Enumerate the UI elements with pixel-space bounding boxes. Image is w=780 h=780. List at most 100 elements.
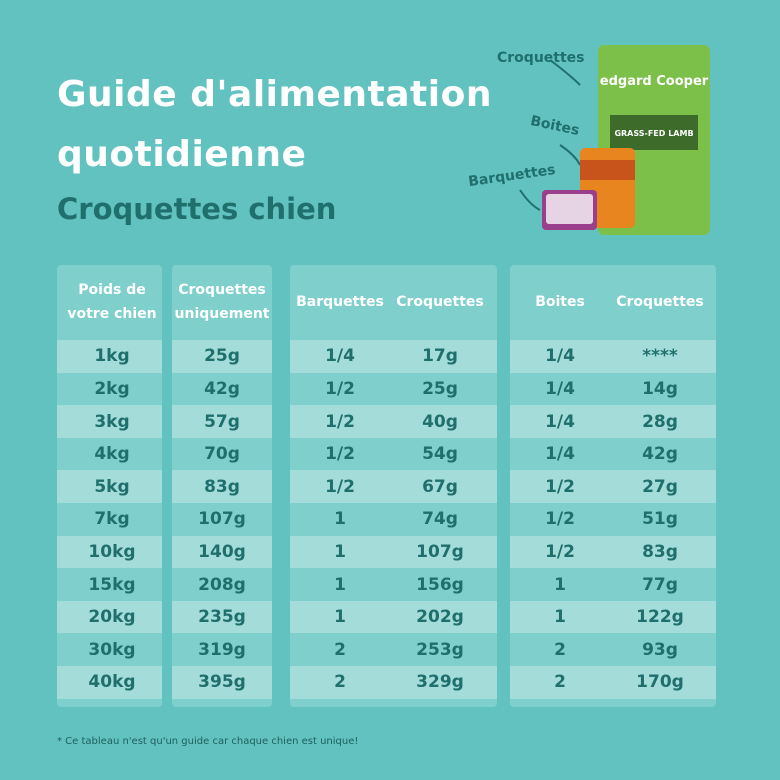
product-label: Croquettes (497, 50, 585, 66)
table-cell: 3kg (94, 411, 130, 432)
row-stripe (172, 600, 272, 634)
table-cell: 2 (334, 672, 346, 693)
arrow (519, 189, 541, 211)
header-line: uniquement (174, 306, 270, 322)
table-cell: 93g (642, 639, 678, 660)
table-cell: 1/4 (545, 444, 575, 465)
table-cell: 83g (642, 541, 678, 562)
table-cell: 20kg (88, 607, 136, 628)
table-cell: 235g (198, 607, 246, 628)
table-cell: 1 (554, 607, 566, 628)
row-stripe (290, 470, 497, 503)
table-cell: **** (642, 346, 678, 367)
table-cell: 10kg (88, 541, 136, 562)
table-cell: 329g (416, 672, 464, 693)
column-header: Croquettes (616, 290, 704, 314)
table-cell: 1/4 (545, 346, 575, 367)
table-cell: 107g (198, 509, 246, 530)
table-cell: 70g (204, 444, 240, 465)
subtitle: Croquettes chien (57, 192, 337, 226)
table-cell: 319g (198, 639, 246, 660)
table-cell: 107g (416, 541, 464, 562)
arrow (549, 59, 581, 86)
table-cell: 1/2 (325, 444, 355, 465)
table-cell: 30kg (88, 639, 136, 660)
table-cell: 51g (642, 509, 678, 530)
footnote: * Ce tableau n'est qu'un guide car chaqu… (57, 736, 359, 747)
table-cell: 17g (422, 346, 458, 367)
table-cell: 54g (422, 444, 458, 465)
header-line: Croquettes (396, 294, 484, 310)
row-stripe (510, 666, 716, 699)
column-header: Boites (535, 290, 585, 314)
products-illustration: edgard Cooper GRASS-FED LAMB (519, 45, 710, 235)
table-cell: 4kg (94, 444, 130, 465)
table-cell: 7kg (94, 509, 130, 530)
table-cell: 1 (334, 607, 346, 628)
row-stripe (290, 600, 497, 634)
row-stripe (57, 405, 162, 438)
table-cell: 28g (642, 411, 678, 432)
row-stripe (57, 535, 162, 569)
row-stripe (172, 405, 272, 438)
header-line: votre chien (67, 306, 157, 322)
row-stripe (510, 340, 716, 373)
header-line: Croquettes (178, 282, 266, 298)
table-cell: 253g (416, 639, 464, 660)
table-cell: 25g (204, 346, 240, 367)
row-stripe (510, 535, 716, 569)
table-cell: 395g (198, 672, 246, 693)
table-cell: 1 (334, 509, 346, 530)
row-stripe (172, 340, 272, 373)
table-cell: 1 (334, 574, 346, 595)
table-cell: 1kg (94, 346, 130, 367)
table-cell: 170g (636, 672, 684, 693)
row-stripe (510, 405, 716, 438)
table-cell: 1/4 (545, 411, 575, 432)
table-cell: 1/2 (545, 509, 575, 530)
table-cell: 140g (198, 541, 246, 562)
flavor: GRASS-FED LAMB (614, 129, 693, 138)
row-stripe (290, 535, 497, 569)
header-line: Poids de (78, 282, 146, 298)
row-stripe (510, 600, 716, 634)
row-stripe (290, 340, 497, 373)
column-header: Poids de votre chien (67, 278, 156, 326)
table-cell: 1/2 (325, 476, 355, 497)
can-band (580, 160, 635, 180)
title-line: Guide d'alimentation (57, 74, 492, 115)
row-stripe (57, 600, 162, 634)
row-stripe (290, 666, 497, 699)
table-cell: 1/4 (325, 346, 355, 367)
header-line: Barquettes (296, 294, 384, 310)
table-cell: 67g (422, 476, 458, 497)
table-cell: 2 (334, 639, 346, 660)
title-line: quotidienne (57, 134, 307, 175)
table-cell: 1/2 (545, 476, 575, 497)
table-cell: 1/2 (325, 378, 355, 399)
arrow (559, 144, 581, 166)
row-stripe (172, 666, 272, 699)
table-cell: 2 (554, 672, 566, 693)
brand: edgard Cooper (600, 74, 709, 89)
column-header: Croquettes uniquement (175, 278, 270, 326)
tray-label (546, 194, 593, 224)
table-cell: 57g (204, 411, 240, 432)
table-cell: 202g (416, 607, 464, 628)
row-stripe (172, 470, 272, 503)
table-cell: 40g (422, 411, 458, 432)
table-cell: 27g (642, 476, 678, 497)
table-cell: 1/2 (545, 541, 575, 562)
column-header: Croquettes (396, 290, 484, 314)
table-cell: 42g (204, 378, 240, 399)
table-cell: 156g (416, 574, 464, 595)
column-header: Barquettes (296, 290, 384, 314)
table-cell: 42g (642, 444, 678, 465)
table-cell: 74g (422, 509, 458, 530)
table-cell: 2 (554, 639, 566, 660)
table-cell: 14g (642, 378, 678, 399)
table-cell: 208g (198, 574, 246, 595)
table-cell: 1 (554, 574, 566, 595)
table-cell: 40kg (88, 672, 136, 693)
